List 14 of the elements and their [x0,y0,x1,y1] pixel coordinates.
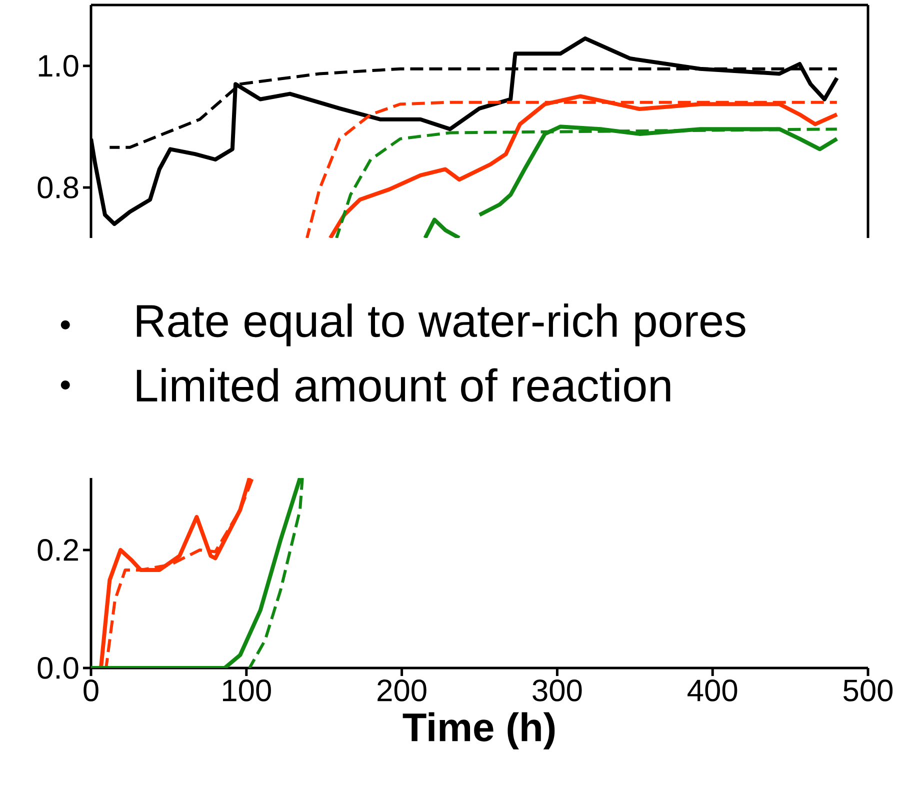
x-tick-label: 300 [532,680,582,702]
y-tick-label: 0.2 [38,539,78,561]
x-axis-title: Time (h) [402,712,555,750]
x-tick-label: 100 [223,680,271,702]
y-tick-label: 0.8 [38,176,78,198]
x-tick-label: 400 [688,680,738,702]
y-tick-label: 0.0 [38,657,78,679]
x-tick-label: 0 [84,680,98,702]
y-tick-label: 1.0 [38,54,78,77]
line-series [335,128,838,238]
text: Limited amount of reaction [136,368,670,402]
x-tick-label: 500 [843,680,893,702]
text: Rate equal to water-rich pores [136,304,746,346]
x-tick-label: 200 [378,680,426,702]
